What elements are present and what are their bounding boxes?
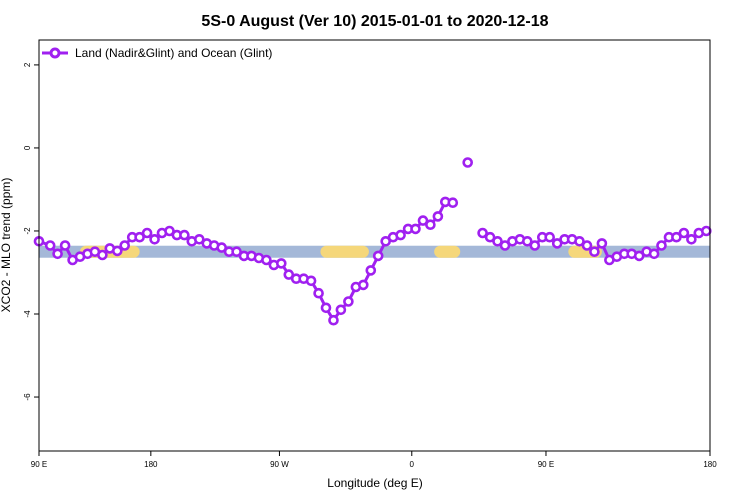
data-point: [380, 236, 392, 247]
data-point: [313, 287, 324, 299]
y-tick-label-4: -6: [23, 393, 32, 401]
data-point: [231, 246, 242, 257]
legend-label: Land (Nadir&Glint) and Ocean (Glint): [75, 46, 272, 60]
data-point: [432, 211, 444, 222]
data-point: [261, 254, 272, 266]
data-point: [112, 245, 123, 257]
data-point: [283, 269, 295, 280]
y-axis-label: XCO2 - MLO trend (ppm): [0, 178, 13, 313]
data-point: [671, 231, 682, 243]
data-point: [544, 231, 556, 243]
y-axis: 2 0 -2 -4 -6: [23, 62, 39, 401]
x-tick-label-2: 90 W: [270, 460, 289, 469]
x-axis: 90 E 180 90 W 0 90 E 180: [31, 451, 717, 469]
data-point: [521, 236, 533, 247]
data-point: [305, 275, 317, 287]
ocean-band: [39, 245, 710, 258]
data-point: [328, 314, 339, 326]
x-axis-label: Longitude (deg E): [327, 476, 422, 490]
data-point: [477, 227, 488, 239]
data-point: [656, 240, 667, 251]
series-layer: [33, 157, 712, 326]
x-tick-label-5: 180: [703, 460, 717, 469]
plot-frame: [38, 39, 711, 452]
data-point: [425, 219, 436, 230]
data-point: [410, 223, 421, 235]
data-point: [179, 229, 190, 241]
data-point: [447, 197, 459, 208]
data-point: [357, 279, 369, 291]
data-point: [581, 240, 593, 251]
data-point: [216, 242, 227, 253]
data-point: [320, 302, 332, 314]
x-tick-label-4: 90 E: [538, 460, 554, 469]
data-point: [52, 248, 63, 260]
data-point: [417, 215, 429, 226]
x-tick-label-1: 180: [144, 460, 158, 469]
x-tick-label-3: 0: [410, 460, 415, 469]
data-point: [589, 246, 600, 257]
data-point: [164, 225, 175, 237]
legend: Land (Nadir&Glint) and Ocean (Glint): [42, 46, 272, 60]
legend-marker-swatch: [49, 47, 61, 59]
data-point: [529, 240, 541, 251]
data-point: [372, 250, 384, 262]
series-line-0-0: [38, 200, 453, 322]
data-point: [44, 240, 56, 251]
data-point: [275, 258, 287, 269]
data-point: [551, 238, 563, 249]
land-band-1: [320, 245, 369, 258]
y-tick-label-1: 0: [23, 145, 32, 150]
data-point: [134, 231, 145, 243]
data-point: [119, 240, 130, 251]
data-point: [484, 231, 496, 243]
land-band-2: [434, 245, 461, 258]
y-tick-label-3: -4: [23, 310, 32, 318]
x-tick-label-0: 90 E: [31, 460, 47, 469]
data-point: [149, 234, 160, 245]
data-point: [686, 234, 697, 245]
data-point: [141, 227, 153, 239]
data-point: [700, 225, 712, 237]
chart-title: 5S-0 August (Ver 10) 2015-01-01 to 2020-…: [201, 13, 548, 30]
data-point: [574, 236, 585, 247]
y-tick-label-2: -2: [23, 227, 32, 235]
data-point: [97, 249, 108, 261]
data-point: [343, 296, 354, 307]
data-point: [492, 236, 503, 247]
data-point: [633, 250, 645, 262]
data-point: [596, 238, 608, 249]
data-point: [194, 234, 205, 245]
data-point: [678, 227, 690, 239]
data-point: [648, 248, 660, 260]
data-point: [395, 229, 406, 241]
data-point: [335, 304, 347, 316]
y-tick-label-0: 2: [23, 62, 32, 67]
data-point: [499, 240, 511, 251]
data-point: [365, 265, 377, 276]
data-point: [462, 157, 474, 168]
data-point: [59, 240, 71, 251]
